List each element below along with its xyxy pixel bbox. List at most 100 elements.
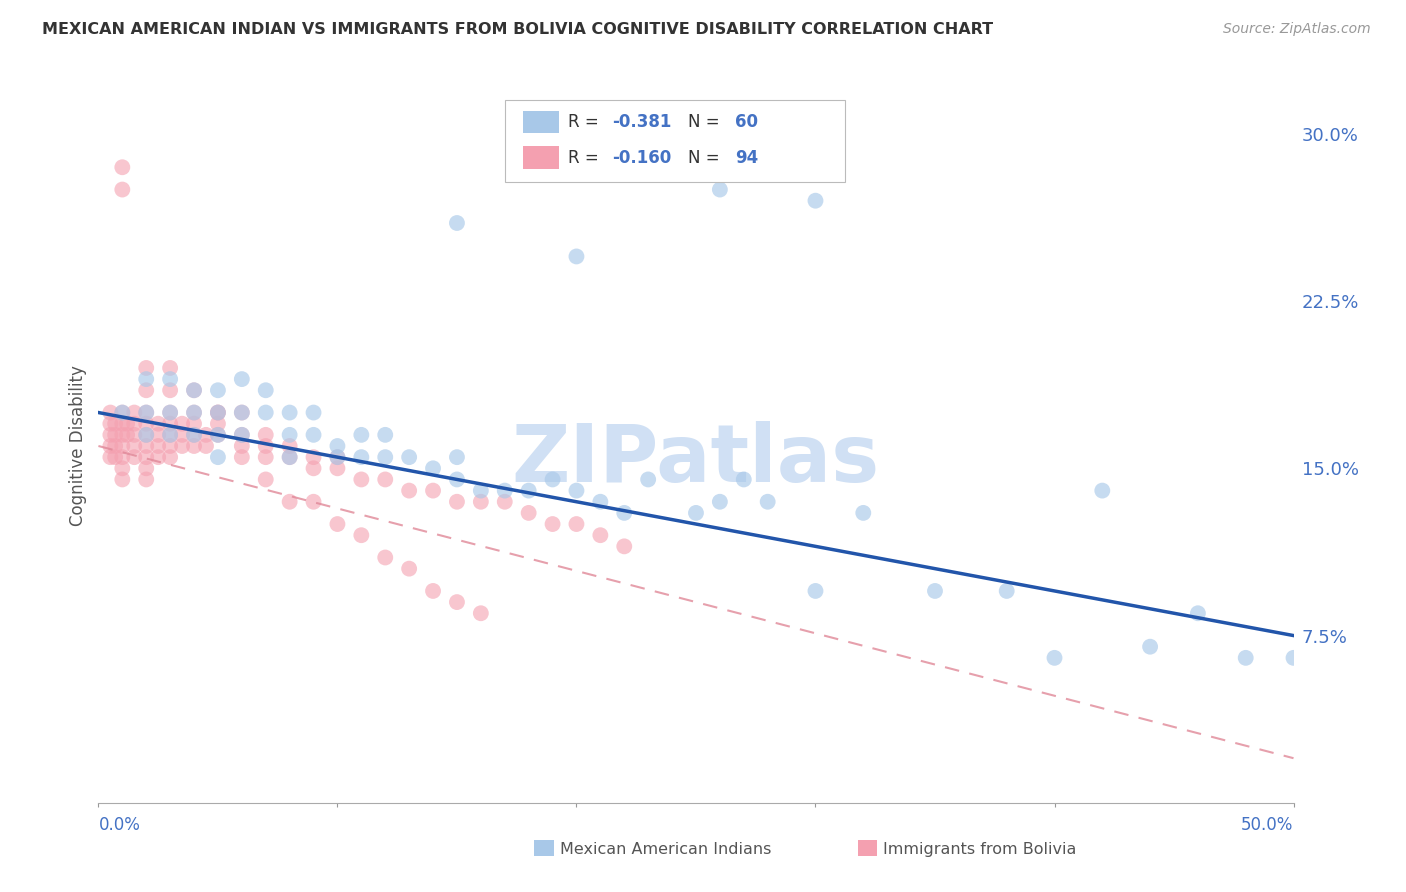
Point bbox=[231, 372, 253, 386]
Point bbox=[159, 427, 181, 442]
Point bbox=[254, 473, 277, 487]
Point bbox=[159, 427, 181, 442]
Point bbox=[231, 450, 253, 465]
Point bbox=[637, 473, 659, 487]
Point bbox=[231, 405, 253, 420]
Point bbox=[924, 583, 946, 598]
Bar bbox=[523, 146, 558, 169]
Point bbox=[207, 450, 229, 465]
Point bbox=[374, 427, 396, 442]
Point bbox=[350, 528, 373, 542]
Point bbox=[183, 439, 205, 453]
Text: -0.160: -0.160 bbox=[613, 149, 672, 167]
Point bbox=[111, 405, 134, 420]
Point bbox=[326, 517, 349, 532]
Text: R =: R = bbox=[568, 149, 605, 167]
Point bbox=[278, 439, 301, 453]
Point bbox=[326, 450, 349, 465]
Point bbox=[326, 439, 349, 453]
Point bbox=[159, 405, 181, 420]
Point bbox=[207, 405, 229, 420]
Point bbox=[231, 427, 253, 442]
Point bbox=[98, 417, 122, 431]
Point bbox=[589, 494, 612, 508]
Point bbox=[1234, 651, 1257, 665]
Point bbox=[207, 384, 229, 398]
Point bbox=[278, 450, 301, 465]
Point bbox=[98, 450, 122, 465]
Point bbox=[302, 405, 325, 420]
Point bbox=[135, 372, 157, 386]
Point bbox=[470, 494, 492, 508]
Text: Mexican American Indians: Mexican American Indians bbox=[560, 842, 770, 856]
Point bbox=[124, 417, 146, 431]
Point bbox=[398, 483, 420, 498]
Point bbox=[111, 450, 134, 465]
Point bbox=[470, 483, 492, 498]
Point bbox=[207, 405, 229, 420]
Point bbox=[350, 450, 373, 465]
Point bbox=[231, 439, 253, 453]
Point bbox=[278, 494, 301, 508]
Point bbox=[254, 450, 277, 465]
Point bbox=[111, 417, 134, 431]
Point bbox=[135, 450, 157, 465]
Point bbox=[183, 427, 205, 442]
Point bbox=[517, 506, 540, 520]
Point bbox=[1043, 651, 1066, 665]
Point bbox=[148, 439, 170, 453]
Point bbox=[111, 161, 134, 175]
Point bbox=[685, 506, 707, 520]
Point bbox=[172, 427, 194, 442]
Point bbox=[135, 439, 157, 453]
Point bbox=[254, 384, 277, 398]
Point bbox=[254, 427, 277, 442]
Text: ZIPatlas: ZIPatlas bbox=[512, 421, 880, 500]
Point bbox=[446, 494, 468, 508]
Point bbox=[278, 450, 301, 465]
Point bbox=[1282, 651, 1305, 665]
Point bbox=[135, 427, 157, 442]
Point bbox=[124, 450, 146, 465]
Point bbox=[183, 384, 205, 398]
Point bbox=[302, 461, 325, 475]
Point bbox=[183, 405, 205, 420]
Point bbox=[541, 473, 564, 487]
Point bbox=[254, 405, 277, 420]
Point bbox=[115, 417, 138, 431]
Point bbox=[852, 506, 875, 520]
Point bbox=[159, 384, 181, 398]
Point bbox=[995, 583, 1018, 598]
Point bbox=[422, 483, 444, 498]
Point bbox=[613, 539, 636, 553]
Text: N =: N = bbox=[688, 113, 724, 131]
Text: MEXICAN AMERICAN INDIAN VS IMMIGRANTS FROM BOLIVIA COGNITIVE DISABILITY CORRELAT: MEXICAN AMERICAN INDIAN VS IMMIGRANTS FR… bbox=[42, 22, 993, 37]
Point bbox=[98, 427, 122, 442]
Point bbox=[104, 450, 127, 465]
Point bbox=[111, 439, 134, 453]
Point bbox=[124, 405, 146, 420]
Point bbox=[517, 483, 540, 498]
Point bbox=[111, 182, 134, 196]
Point bbox=[111, 427, 134, 442]
Point bbox=[565, 517, 588, 532]
Point bbox=[135, 405, 157, 420]
Point bbox=[194, 427, 218, 442]
Point bbox=[124, 439, 146, 453]
Point bbox=[470, 607, 492, 621]
Point bbox=[194, 439, 218, 453]
Point bbox=[1091, 483, 1114, 498]
Point bbox=[422, 583, 444, 598]
Point bbox=[398, 562, 420, 576]
Point bbox=[207, 427, 229, 442]
Text: 0.0%: 0.0% bbox=[98, 816, 141, 834]
Point bbox=[804, 583, 827, 598]
Point bbox=[254, 439, 277, 453]
Text: 94: 94 bbox=[735, 149, 759, 167]
Text: 60: 60 bbox=[735, 113, 758, 131]
Point bbox=[231, 405, 253, 420]
Point bbox=[446, 216, 468, 230]
Point bbox=[183, 384, 205, 398]
Point bbox=[148, 427, 170, 442]
Point bbox=[565, 249, 588, 264]
